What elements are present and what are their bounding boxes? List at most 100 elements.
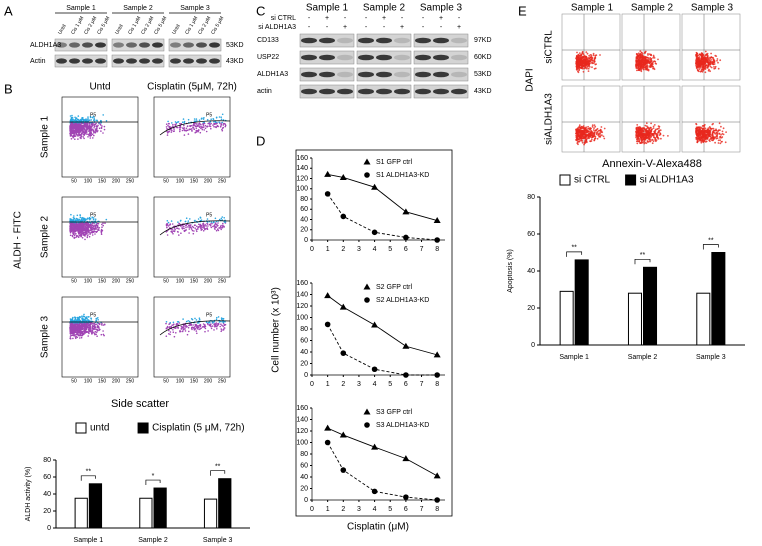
flow-event xyxy=(594,125,597,128)
flow-event xyxy=(208,122,211,124)
flow-event xyxy=(196,326,198,328)
flow-event xyxy=(223,220,225,223)
flow-event xyxy=(577,130,580,132)
flow-event xyxy=(80,135,83,137)
flow-event xyxy=(191,225,194,228)
flow-event xyxy=(220,318,223,321)
flow-event xyxy=(188,232,190,234)
flow-event xyxy=(96,222,99,225)
flow-event xyxy=(99,328,101,331)
flow-event xyxy=(172,329,174,331)
panel-d-frame xyxy=(295,149,453,517)
flow-event xyxy=(91,333,93,335)
flow-event xyxy=(210,325,212,328)
blot-band xyxy=(56,42,67,48)
flow-event xyxy=(82,130,85,133)
flow-event xyxy=(191,328,193,331)
flow-event xyxy=(699,65,702,67)
blot-strip xyxy=(168,38,222,52)
flow-event xyxy=(218,218,221,221)
flow-event xyxy=(646,125,648,128)
flow-event xyxy=(580,58,582,60)
flow-event xyxy=(95,125,98,127)
flow-event xyxy=(217,323,220,325)
flow-event xyxy=(708,139,711,142)
flow-event xyxy=(103,323,106,326)
flow-event xyxy=(601,134,603,137)
flow-event xyxy=(100,120,102,122)
flow-event xyxy=(219,126,222,128)
flow-event xyxy=(75,217,78,220)
flow-event xyxy=(79,136,82,139)
flow-event xyxy=(650,126,652,129)
blot-band xyxy=(376,54,392,61)
flow-event xyxy=(697,54,700,57)
flow-event xyxy=(92,217,94,219)
blot-strip xyxy=(54,38,108,52)
flow-event xyxy=(74,334,77,336)
flow-tick: 150 xyxy=(190,278,199,284)
flow-event xyxy=(82,136,85,138)
flow-event xyxy=(92,218,95,221)
flow-event xyxy=(709,60,711,62)
flow-event xyxy=(644,50,647,53)
flow-event xyxy=(645,60,648,63)
flow-event xyxy=(187,118,190,121)
flow-event xyxy=(581,127,584,129)
flow-event xyxy=(105,218,108,221)
flow-event xyxy=(87,118,90,120)
flow-event xyxy=(603,137,606,140)
flow-event xyxy=(199,227,202,229)
flow-event xyxy=(86,327,88,330)
blot-band xyxy=(394,37,410,44)
flow-tick: 50 xyxy=(163,378,169,384)
flow-event xyxy=(588,54,590,57)
flow-event xyxy=(587,59,589,62)
flow-event xyxy=(710,66,713,69)
flow-event xyxy=(72,232,74,234)
flow-event xyxy=(648,138,651,141)
flow-event xyxy=(636,133,638,136)
flow-event xyxy=(581,134,584,137)
flow-event xyxy=(217,316,220,318)
flow-event xyxy=(103,125,106,128)
flow-event xyxy=(87,136,89,138)
flow-event xyxy=(175,126,178,129)
flow-event xyxy=(93,117,95,119)
flow-event xyxy=(199,216,202,219)
flow-event xyxy=(194,227,196,229)
flow-event xyxy=(576,62,578,64)
flow-event xyxy=(651,138,654,141)
flow-event xyxy=(189,225,192,227)
row-label: siCTRL xyxy=(544,30,555,64)
flow-event xyxy=(190,228,193,230)
flow-event xyxy=(215,229,218,232)
flow-plot xyxy=(61,196,139,278)
flow-event xyxy=(720,133,722,136)
flow-event xyxy=(87,326,90,329)
flow-event xyxy=(79,322,81,325)
flow-event xyxy=(168,329,170,332)
flow-event xyxy=(713,67,716,70)
flow-event xyxy=(77,115,80,117)
flow-event xyxy=(169,321,171,324)
flow-event xyxy=(89,222,92,224)
flow-event xyxy=(93,222,95,225)
flow-event xyxy=(188,128,191,131)
flow-event xyxy=(97,319,99,321)
flow-tick: 150 xyxy=(190,378,199,384)
flow-event xyxy=(587,130,590,133)
flow-event xyxy=(182,329,184,331)
flow-event xyxy=(224,123,227,125)
flow-event xyxy=(79,134,81,137)
flow-event xyxy=(202,118,205,120)
flow-event xyxy=(93,132,95,134)
size-label: 60KD xyxy=(474,54,492,61)
flow-event xyxy=(166,325,169,328)
flow-event xyxy=(80,332,83,335)
blot-band xyxy=(301,88,317,95)
flow-tick: 100 xyxy=(84,178,93,184)
flow-event xyxy=(96,323,98,326)
flow-event xyxy=(587,136,590,139)
flow-event xyxy=(76,134,78,136)
